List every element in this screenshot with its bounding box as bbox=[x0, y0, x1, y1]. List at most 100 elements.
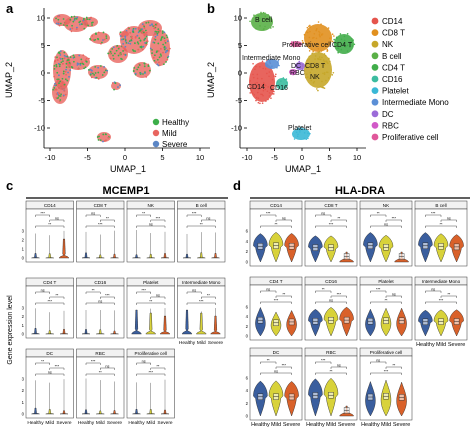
umap-a-point-severe bbox=[124, 37, 127, 39]
umap-b-point-b-cell bbox=[255, 27, 257, 30]
umap-b-cluster-b-cell bbox=[251, 13, 273, 31]
umap-a-point-healthy bbox=[125, 41, 128, 44]
umap-a-point-healthy bbox=[166, 36, 169, 39]
umap-b-point-cd8-t bbox=[306, 31, 309, 34]
sig-label: *** bbox=[141, 288, 146, 292]
sig-bracket bbox=[275, 366, 292, 369]
facet-rbc: RBC *** ns** Healthy Mild Severe bbox=[76, 348, 125, 426]
umap-b-point-intermediate-mono bbox=[278, 64, 280, 67]
umap-a-point-healthy bbox=[164, 41, 167, 44]
legend-b-label: RBC bbox=[382, 121, 399, 130]
umap-a-point-severe bbox=[164, 47, 167, 49]
umap-b-point-cd14 bbox=[270, 97, 272, 99]
violin-mild bbox=[96, 254, 105, 259]
umap-a-point-severe bbox=[167, 55, 170, 58]
umap-a-point-healthy bbox=[58, 52, 61, 55]
umap-a-point-healthy bbox=[83, 27, 86, 30]
umap-a-point-healthy bbox=[163, 48, 166, 51]
umap-b-point-cd4-t bbox=[333, 38, 335, 41]
umap-a-point-severe bbox=[112, 46, 115, 49]
umap-b-ytick-label: 0 bbox=[238, 69, 242, 78]
facet-x-label: Severe bbox=[448, 342, 465, 348]
sig-bracket bbox=[136, 362, 151, 365]
umap-b-point-nk bbox=[321, 86, 323, 89]
umap-a-cloud bbox=[133, 62, 151, 78]
umap-a-point-severe bbox=[166, 50, 169, 52]
umap-a-point-mild bbox=[63, 90, 66, 92]
umap-b-point-b-cell bbox=[253, 14, 255, 16]
violin-mild bbox=[45, 253, 54, 259]
sig-label: *** bbox=[105, 293, 110, 297]
umap-a-point-mild bbox=[58, 15, 61, 18]
legend-a-label: Severe bbox=[162, 140, 188, 149]
umap-a-point-mild bbox=[97, 77, 100, 80]
umap-a-point-healthy bbox=[160, 39, 162, 42]
umap-a-point-healthy bbox=[153, 59, 156, 62]
sig-label: ns bbox=[329, 298, 333, 302]
umap-b-point-intermediate-mono bbox=[265, 65, 268, 67]
facet-y-tick: 6 bbox=[246, 229, 249, 234]
facet-label: CD14 bbox=[44, 203, 56, 208]
umap-b-point-nk bbox=[317, 89, 319, 92]
umap-b-point-cd8-t bbox=[318, 32, 321, 34]
umap-b-point-cd8-t bbox=[313, 33, 316, 35]
umap-b-point-cd14 bbox=[268, 71, 271, 73]
umap-a-point-mild bbox=[97, 31, 100, 34]
umap-a-point-mild bbox=[62, 63, 64, 65]
umap-b-point-cd8-t bbox=[321, 33, 324, 35]
facet-y-tick: 2 bbox=[246, 249, 249, 254]
umap-b-point-intermediate-mono bbox=[269, 61, 271, 64]
sig-bracket bbox=[186, 214, 202, 217]
umap-a-point-healthy bbox=[66, 79, 69, 82]
sig-label: *** bbox=[431, 211, 436, 215]
umap-a-point-severe bbox=[119, 84, 121, 87]
umap-b-point-cd8-t bbox=[320, 23, 322, 26]
umap-a-point-healthy bbox=[78, 21, 81, 24]
umap-a-xtick-label: -10 bbox=[45, 153, 56, 162]
umap-a-point-healthy bbox=[95, 76, 98, 79]
umap-a-point-severe bbox=[91, 69, 93, 72]
umap-b-point-nk bbox=[322, 86, 325, 89]
umap-a-point-healthy bbox=[130, 39, 133, 41]
umap-b-point-cd14 bbox=[262, 94, 264, 97]
umap-b-point-cd8-t bbox=[315, 37, 318, 40]
umap-b-point-cd14 bbox=[254, 68, 256, 70]
umap-a-point-mild bbox=[152, 56, 155, 59]
umap-b-xtick-label: -5 bbox=[271, 153, 278, 162]
umap-a-point-healthy bbox=[61, 57, 64, 60]
umap-b-point-cd14 bbox=[251, 92, 254, 94]
umap-a-point-healthy bbox=[105, 35, 108, 37]
sig-bracket bbox=[385, 219, 402, 222]
sig-label: ** bbox=[41, 359, 44, 363]
umap-b-point-cd8-t bbox=[318, 30, 320, 33]
umap-a-point-severe bbox=[102, 39, 104, 41]
umap-a-ytick-label: 5 bbox=[41, 41, 45, 50]
umap-a-legend: Healthy Mild Severe bbox=[152, 118, 189, 149]
umap-b-point-cd14 bbox=[268, 92, 271, 94]
umap-b-point-dc bbox=[301, 63, 304, 66]
umap-a-point-mild bbox=[87, 57, 90, 60]
sig-bracket bbox=[85, 373, 115, 376]
umap-b-point-cd8-t bbox=[305, 44, 308, 47]
umap-b-point-platelet bbox=[295, 131, 298, 134]
umap-a-point-mild bbox=[157, 50, 160, 52]
facet-x-label: Mild bbox=[436, 342, 446, 348]
umap-b-point-cd4-t bbox=[340, 38, 343, 41]
umap-a-point-healthy bbox=[60, 93, 62, 96]
umap-a-point-healthy bbox=[138, 37, 141, 40]
umap-b-cluster-label: RBC bbox=[290, 70, 305, 77]
umap-b-point-nk bbox=[324, 63, 326, 66]
sig-bracket bbox=[49, 367, 65, 370]
facet-x-label: Healthy bbox=[361, 422, 380, 428]
umap-b-point-cd14 bbox=[261, 60, 264, 63]
umap-b-point-cd4-t bbox=[343, 42, 345, 44]
umap-b-point-nk bbox=[316, 88, 318, 90]
umap-a-point-healthy bbox=[147, 64, 150, 67]
umap-a-point-healthy bbox=[56, 56, 58, 59]
umap-b-point-rbc bbox=[290, 72, 293, 74]
umap-b-xtick-label: -10 bbox=[242, 153, 253, 162]
umap-b-point-b-cell bbox=[264, 15, 267, 18]
umap-a-point-severe bbox=[134, 72, 137, 75]
sig-label: *** bbox=[282, 363, 287, 367]
